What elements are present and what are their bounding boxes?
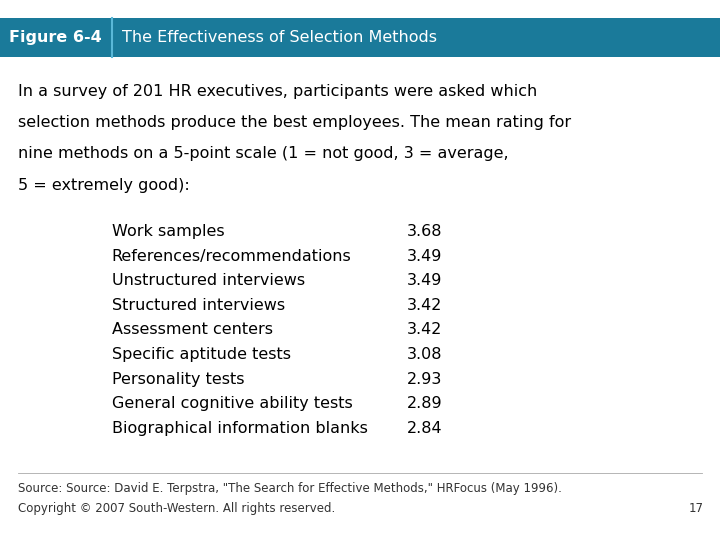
Text: Source: Source: David E. Terpstra, "The Search for Effective Methods," HRFocus (: Source: Source: David E. Terpstra, "The … xyxy=(18,482,562,495)
Text: 3.49: 3.49 xyxy=(407,273,442,288)
Text: Structured interviews: Structured interviews xyxy=(112,298,284,313)
Text: nine methods on a 5-point scale (1 = not good, 3 = average,: nine methods on a 5-point scale (1 = not… xyxy=(18,146,508,161)
Text: References/recommendations: References/recommendations xyxy=(112,248,351,264)
Text: 3.42: 3.42 xyxy=(407,298,442,313)
Text: Specific aptitude tests: Specific aptitude tests xyxy=(112,347,291,362)
Text: Work samples: Work samples xyxy=(112,224,224,239)
Text: 2.89: 2.89 xyxy=(407,396,442,411)
Text: 3.49: 3.49 xyxy=(407,248,442,264)
Text: 2.84: 2.84 xyxy=(407,421,442,436)
Text: In a survey of 201 HR executives, participants were asked which: In a survey of 201 HR executives, partic… xyxy=(18,84,537,99)
Text: Figure 6-4: Figure 6-4 xyxy=(9,30,102,45)
Text: 3.42: 3.42 xyxy=(407,322,442,338)
Text: General cognitive ability tests: General cognitive ability tests xyxy=(112,396,352,411)
Text: 3.68: 3.68 xyxy=(407,224,442,239)
Text: Unstructured interviews: Unstructured interviews xyxy=(112,273,305,288)
Text: 3.08: 3.08 xyxy=(407,347,442,362)
Text: selection methods produce the best employees. The mean rating for: selection methods produce the best emplo… xyxy=(18,115,571,130)
Text: Biographical information blanks: Biographical information blanks xyxy=(112,421,367,436)
Bar xyxy=(0,18,720,57)
Text: Personality tests: Personality tests xyxy=(112,372,244,387)
Text: The Effectiveness of Selection Methods: The Effectiveness of Selection Methods xyxy=(122,30,438,45)
Text: 17: 17 xyxy=(689,502,704,515)
Text: Copyright © 2007 South-Western. All rights reserved.: Copyright © 2007 South-Western. All righ… xyxy=(18,502,336,515)
Text: 2.93: 2.93 xyxy=(407,372,442,387)
Text: 5 = extremely good):: 5 = extremely good): xyxy=(18,178,190,193)
Text: Assessment centers: Assessment centers xyxy=(112,322,273,338)
